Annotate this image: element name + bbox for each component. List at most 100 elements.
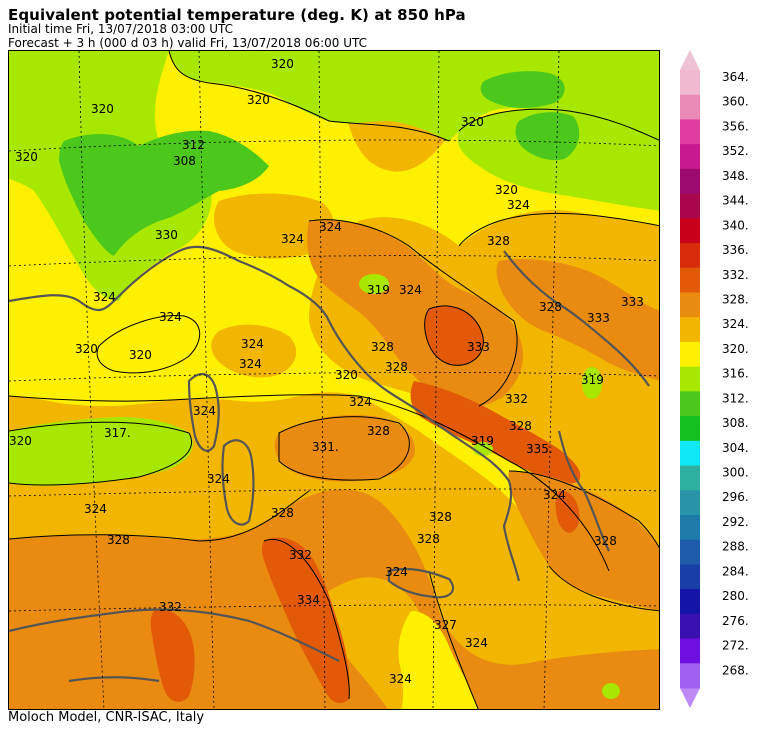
contour-label: 320 bbox=[9, 434, 32, 448]
colorbar-swatch bbox=[680, 613, 700, 640]
contour-label: 324 bbox=[349, 395, 372, 409]
theta-e-map: 320 320 320 320 308 312 320 330 324 324 … bbox=[9, 51, 659, 709]
contour-label: 324 bbox=[507, 198, 530, 212]
colorbar-label: 272. bbox=[722, 639, 749, 653]
colorbar-label: 320. bbox=[722, 342, 749, 356]
contour-label: 328 bbox=[509, 419, 532, 433]
forecast-valid-text: Forecast + 3 h (000 d 03 h) valid Fri, 1… bbox=[8, 36, 367, 50]
contour-label: 324 bbox=[399, 283, 422, 297]
colorbar-swatch bbox=[680, 193, 700, 219]
contour-label: 319 bbox=[367, 283, 390, 297]
contour-label: 333 bbox=[467, 340, 490, 354]
contour-label: 320 bbox=[15, 150, 38, 164]
contour-label: 334 bbox=[297, 593, 320, 607]
colorbar-label: 292. bbox=[722, 515, 749, 529]
colorbar-swatch bbox=[680, 564, 700, 590]
field-316-northeast bbox=[457, 109, 659, 211]
contour-label: 317. bbox=[104, 426, 131, 440]
colorbar-label: 340. bbox=[722, 218, 749, 232]
field-324-north-patch bbox=[214, 193, 334, 259]
field-312-carpathian bbox=[515, 112, 580, 161]
colorbar-swatch bbox=[680, 465, 700, 491]
field-332-southwest bbox=[150, 609, 195, 702]
colorbar-swatches bbox=[680, 70, 700, 689]
contour-label: 328 bbox=[367, 424, 390, 438]
field-316-south-small bbox=[602, 683, 620, 699]
colorbar-swatch bbox=[680, 391, 700, 417]
field-316-west-sea bbox=[9, 417, 193, 486]
field-320-southcentral bbox=[398, 611, 479, 709]
colorbar-swatch bbox=[680, 292, 700, 318]
field-328-east bbox=[508, 471, 659, 611]
contour-label: 328 bbox=[371, 340, 394, 354]
contour-label: 320 bbox=[335, 368, 358, 382]
contour-label: 319 bbox=[581, 373, 604, 387]
colorbar-swatch bbox=[680, 119, 700, 145]
colorbar-labels: 364. 360. 356. 352. 348. 344. 340. 336. 332. 328.… bbox=[722, 70, 749, 677]
field-312-alps bbox=[59, 130, 269, 256]
colorbar-label: 284. bbox=[722, 564, 749, 578]
colorbar-label: 336. bbox=[722, 243, 749, 257]
graticule bbox=[9, 51, 659, 709]
colorbar-swatch bbox=[680, 317, 700, 343]
colorbar-label: 360. bbox=[722, 95, 749, 109]
colorbar-label: 348. bbox=[722, 169, 749, 183]
colorbar-label: 268. bbox=[722, 663, 749, 677]
contour-label: 308 bbox=[173, 154, 196, 168]
colorbar-swatch bbox=[680, 416, 700, 442]
contour-label: 324 bbox=[465, 636, 488, 650]
field-332-east bbox=[555, 490, 580, 533]
colorbar-swatch bbox=[680, 243, 700, 269]
colorbar-label: 308. bbox=[722, 416, 749, 430]
contour-label: 328 bbox=[594, 534, 617, 548]
contour-label: 324 bbox=[543, 488, 566, 502]
colorbar-label: 276. bbox=[722, 614, 749, 628]
contour-label: 324 bbox=[241, 337, 264, 351]
colorbar-label: 312. bbox=[722, 391, 749, 405]
colorbar-label: 296. bbox=[722, 490, 749, 504]
contour-label: 328 bbox=[429, 510, 452, 524]
contour-label: 328 bbox=[271, 506, 294, 520]
contour-label: 312 bbox=[182, 138, 205, 152]
colorbar-swatch bbox=[680, 366, 700, 392]
colorbar-swatch bbox=[680, 144, 700, 170]
contour-label: 324 bbox=[281, 232, 304, 246]
field-332-adriatic bbox=[424, 305, 484, 366]
colorbar-label: 328. bbox=[722, 292, 749, 306]
colorbar-swatch bbox=[680, 341, 700, 368]
coastlines bbox=[9, 245, 650, 683]
contour-label: 324 bbox=[385, 565, 408, 579]
colorbar-swatch bbox=[680, 490, 700, 516]
isolines bbox=[9, 51, 659, 709]
colorbar-label: 300. bbox=[722, 466, 749, 480]
map-title: Equivalent potential temperature (deg. K… bbox=[8, 6, 466, 24]
contour-label: 324 bbox=[239, 357, 262, 371]
colorbar-label: 332. bbox=[722, 268, 749, 282]
colorbar-swatch bbox=[680, 514, 700, 541]
colorbar-swatch bbox=[680, 218, 700, 244]
colorbar-swatch bbox=[680, 663, 700, 689]
field-324-gulf-patch bbox=[211, 324, 297, 378]
contour-label: 330 bbox=[155, 228, 178, 242]
contour-label: 328 bbox=[107, 533, 130, 547]
colorbar-swatch bbox=[680, 94, 700, 120]
contour-label: 324 bbox=[193, 404, 216, 418]
contour-label: 320 bbox=[247, 93, 270, 107]
contour-label: 335. bbox=[526, 442, 553, 456]
contour-label: 324 bbox=[93, 290, 116, 304]
colorbar-top-arrow bbox=[680, 50, 700, 70]
contour-label: 328 bbox=[539, 300, 562, 314]
field-316-balkan-small bbox=[582, 367, 602, 399]
contour-label: 324 bbox=[207, 472, 230, 486]
colorbar-label: 288. bbox=[722, 540, 749, 554]
contour-label: 332 bbox=[289, 548, 312, 562]
contour-label: 328 bbox=[417, 532, 440, 546]
contour-label: 320 bbox=[495, 183, 518, 197]
colorbar-swatch bbox=[680, 589, 700, 615]
contour-label: 324 bbox=[389, 672, 412, 686]
colorbar-swatch bbox=[680, 168, 700, 195]
field-328-tyrrhenian bbox=[274, 414, 415, 482]
field-312-northeast bbox=[480, 71, 565, 108]
colorbar-swatch bbox=[680, 267, 700, 293]
